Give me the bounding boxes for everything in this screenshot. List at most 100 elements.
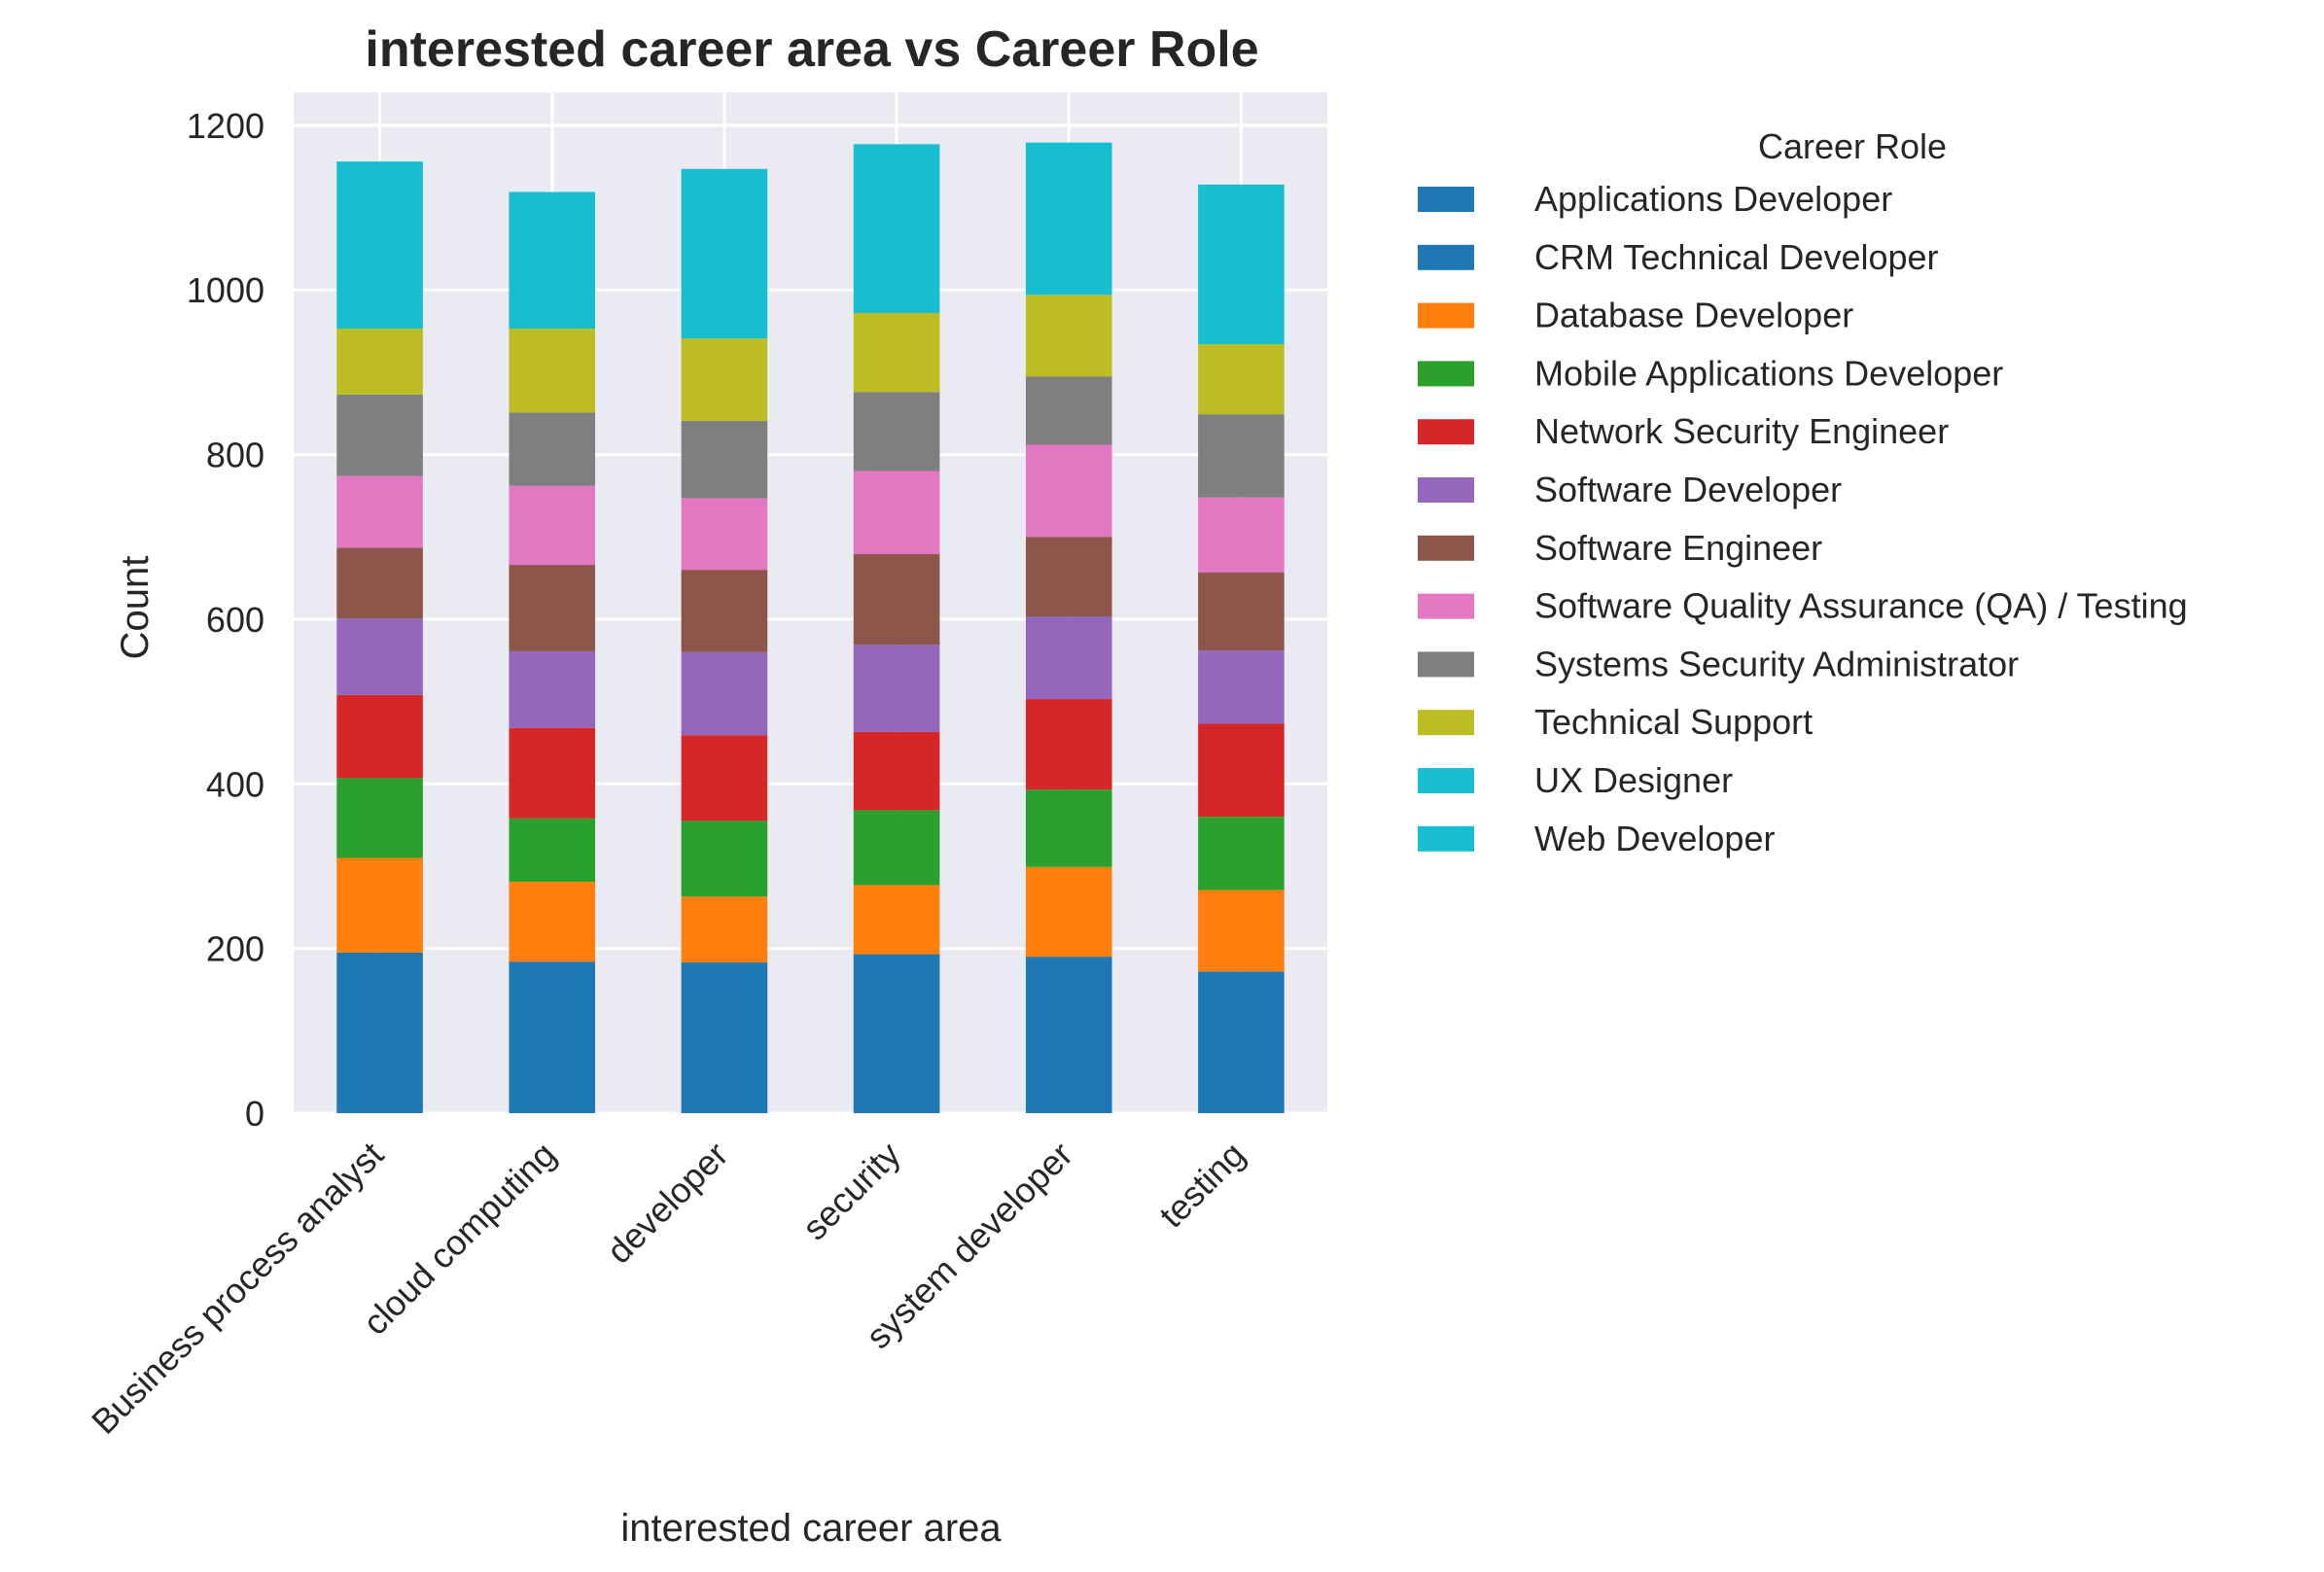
legend-label: Software Quality Assurance (QA) / Testin…: [1534, 586, 2188, 626]
bar-segment: [336, 161, 423, 330]
bar-segment: [681, 821, 768, 897]
legend-swatch: [1418, 361, 1474, 387]
y-tick-label: 1000: [187, 270, 264, 310]
bar-segment: [509, 192, 596, 330]
bar-segment: [1025, 295, 1112, 377]
bar-segment: [853, 312, 940, 393]
legend-label: Software Engineer: [1534, 528, 1822, 568]
bar-segment: [853, 731, 940, 811]
bar-segment: [1025, 699, 1112, 790]
bar-segment: [509, 961, 596, 1113]
bar-segment: [853, 645, 940, 732]
bar-segment: [509, 727, 596, 819]
bar-segment: [1198, 344, 1285, 415]
plot-area: [294, 92, 1327, 1113]
bar-segment: [509, 650, 596, 728]
legend-swatch: [1418, 768, 1474, 793]
bar-segment: [681, 420, 768, 499]
x-tick-label: security: [794, 1135, 908, 1248]
legend-label: CRM Technical Developer: [1534, 237, 1939, 277]
legend-swatch: [1418, 244, 1474, 270]
bar-segment: [509, 412, 596, 486]
bars: [336, 142, 1285, 1113]
legend-label: Mobile Applications Developer: [1534, 353, 2003, 393]
legend-label: Software Developer: [1534, 470, 1842, 509]
bar-segment: [681, 651, 768, 736]
y-tick-label: 1200: [187, 106, 264, 146]
legend-swatch: [1418, 593, 1474, 619]
legend-swatch: [1418, 302, 1474, 329]
legend-swatch: [1418, 825, 1474, 852]
bar-segment: [1198, 650, 1285, 724]
bar-segment: [509, 882, 596, 962]
x-tick-label: testing: [1151, 1135, 1252, 1236]
y-tick-label: 600: [206, 600, 264, 640]
y-tick-label: 200: [206, 929, 264, 969]
bar-segment: [1198, 184, 1285, 345]
bar-segment: [1198, 817, 1285, 891]
bar-segment: [681, 896, 768, 963]
bar-segment: [681, 735, 768, 821]
y-axis-label: Count: [114, 556, 157, 660]
legend-swatch: [1418, 419, 1474, 445]
x-tick-label: developer: [599, 1135, 736, 1272]
bar-segment: [1025, 444, 1112, 538]
bar-segment: [336, 618, 423, 695]
bar-segment: [1198, 572, 1285, 651]
bar-segment: [1025, 376, 1112, 445]
bar-segment: [336, 857, 423, 953]
bar-segment: [853, 554, 940, 646]
legend-swatch: [1418, 710, 1474, 736]
bar-segment: [1025, 142, 1112, 296]
bar-segment: [1025, 866, 1112, 958]
legend-label: Database Developer: [1534, 296, 1853, 335]
bar-segment: [336, 394, 423, 476]
y-tick-labels: 0 200 400 600 800 1000 1200: [187, 106, 264, 1134]
bar-segment: [1198, 723, 1285, 818]
legend-label: Web Developer: [1534, 819, 1775, 858]
bar-segment: [336, 547, 423, 619]
bar-segment: [681, 570, 768, 652]
bar-segment: [1025, 616, 1112, 700]
bar-segment: [853, 954, 940, 1113]
bar-segment: [336, 952, 423, 1113]
bar-segment: [336, 694, 423, 779]
bar-segment: [1025, 957, 1112, 1113]
y-tick-label: 800: [206, 436, 264, 475]
y-tick-label: 0: [245, 1094, 264, 1134]
bar-segment: [853, 392, 940, 472]
bar-segment: [853, 885, 940, 955]
bar-segment: [509, 329, 596, 413]
bar-segment: [853, 810, 940, 886]
legend-label: Applications Developer: [1534, 179, 1892, 219]
legend-swatch: [1418, 477, 1474, 503]
legend-title: Career Role: [1758, 126, 1947, 166]
bar-segment: [1198, 497, 1285, 573]
bar-segment: [1025, 537, 1112, 617]
x-tick-label: Business process analyst: [84, 1135, 391, 1442]
bar-segment: [1198, 890, 1285, 972]
bar-segment: [853, 471, 940, 555]
bar-segment: [681, 498, 768, 571]
legend-label: Technical Support: [1534, 702, 1813, 742]
bar-segment: [1025, 789, 1112, 867]
legend-label: Network Security Engineer: [1534, 411, 1949, 451]
bar-segment: [1198, 414, 1285, 498]
bar-segment: [509, 565, 596, 651]
bar-segment: [853, 144, 940, 313]
legend-label: UX Designer: [1534, 760, 1733, 800]
bar-segment: [509, 485, 596, 566]
bar-segment: [509, 818, 596, 883]
legend-swatch: [1418, 651, 1474, 678]
bar-segment: [681, 168, 768, 339]
x-axis-label: interested career area: [620, 1507, 1002, 1550]
legend-label: Systems Security Administrator: [1534, 644, 2019, 683]
bar-segment: [336, 475, 423, 548]
legend: Career Role Applications Developer CRM Te…: [1418, 126, 2188, 858]
bar-segment: [681, 962, 768, 1113]
bar-segment: [336, 329, 423, 395]
legend-swatch: [1418, 187, 1474, 212]
bar-segment: [681, 338, 768, 421]
